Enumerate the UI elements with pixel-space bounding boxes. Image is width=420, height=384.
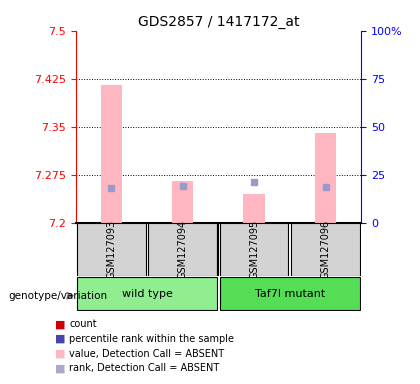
FancyBboxPatch shape: [77, 223, 146, 276]
Bar: [172, 181, 193, 223]
Text: Taf7l mutant: Taf7l mutant: [255, 289, 325, 299]
FancyBboxPatch shape: [220, 223, 289, 276]
Text: ■: ■: [55, 319, 65, 329]
Text: ■: ■: [55, 349, 65, 359]
Text: count: count: [69, 319, 97, 329]
Text: GSM127096: GSM127096: [320, 220, 331, 279]
FancyBboxPatch shape: [220, 277, 360, 310]
Text: value, Detection Call = ABSENT: value, Detection Call = ABSENT: [69, 349, 224, 359]
Text: genotype/variation: genotype/variation: [8, 291, 108, 301]
Bar: [101, 85, 122, 223]
Text: wild type: wild type: [121, 289, 173, 299]
Bar: [315, 133, 336, 223]
Bar: [244, 194, 265, 223]
Text: GSM127094: GSM127094: [178, 220, 188, 279]
FancyBboxPatch shape: [148, 223, 217, 276]
FancyBboxPatch shape: [291, 223, 360, 276]
Text: percentile rank within the sample: percentile rank within the sample: [69, 334, 234, 344]
FancyBboxPatch shape: [77, 277, 217, 310]
Text: GSM127095: GSM127095: [249, 220, 259, 279]
Text: ■: ■: [55, 363, 65, 373]
Text: ■: ■: [55, 334, 65, 344]
Text: GDS2857 / 1417172_at: GDS2857 / 1417172_at: [138, 15, 299, 29]
Text: rank, Detection Call = ABSENT: rank, Detection Call = ABSENT: [69, 363, 220, 373]
Text: GSM127093: GSM127093: [106, 220, 116, 279]
